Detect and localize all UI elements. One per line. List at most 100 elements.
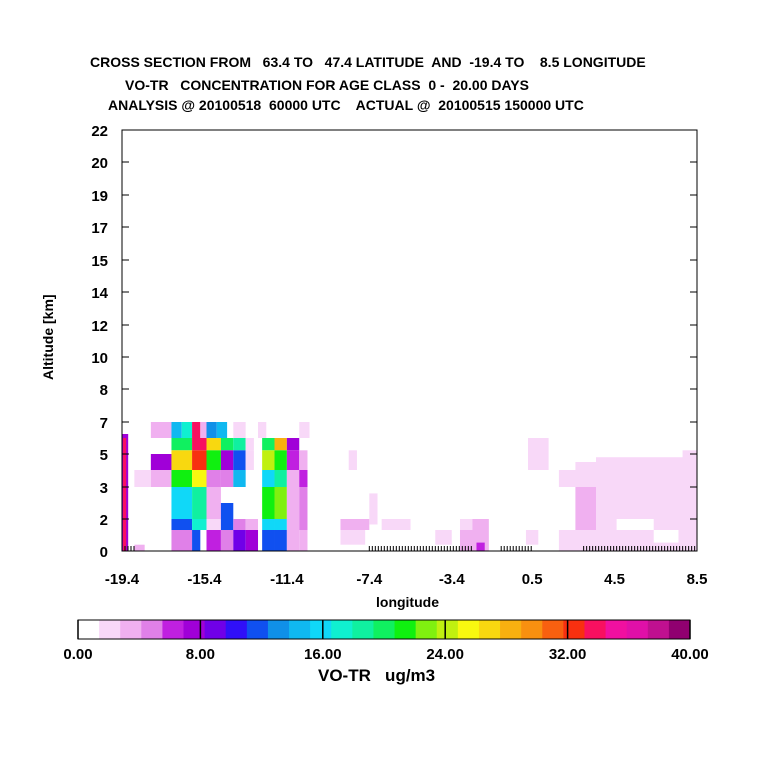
heatmap-cell [299, 450, 308, 470]
heatmap-cell [435, 530, 452, 545]
heatmap-cell [274, 470, 287, 487]
heatmap-cell [245, 450, 254, 470]
colorbar-swatch [500, 620, 522, 639]
heatmap-cell [123, 438, 127, 551]
colorbar-tick-label: 8.00 [186, 646, 215, 663]
heatmap-cell [150, 422, 172, 438]
x-tick-label: -19.4 [105, 571, 140, 588]
heatmap-cell [616, 519, 654, 530]
heatmap-cell [171, 519, 193, 530]
x-tick-label: -3.4 [439, 571, 466, 588]
x-tick-label: -7.4 [356, 571, 383, 588]
heatmap-cell [348, 450, 357, 470]
heatmap-cell [192, 530, 201, 551]
heatmap-cell [299, 530, 308, 551]
colorbar-swatch [647, 620, 670, 639]
colorbar-label: VO-TR ug/m3 [318, 666, 436, 685]
heatmap-cell [171, 422, 182, 438]
heatmap-cell [233, 530, 246, 551]
heatmap-cell [262, 438, 275, 451]
heatmap-cell [220, 503, 234, 530]
colorbar-swatch [289, 620, 311, 639]
heatmap-cell [286, 450, 300, 470]
heatmap-cell [192, 422, 201, 438]
colorbar-swatch [626, 620, 649, 639]
x-tick-label: 0.5 [522, 571, 543, 588]
heatmap-cell [262, 470, 275, 487]
heatmap-cell [200, 422, 207, 438]
heatmap-cell [476, 542, 485, 551]
plot-frame [121, 129, 698, 552]
title-line-3: ANALYSIS @ 20100518 60000 UTC ACTUAL @ 2… [108, 97, 584, 113]
colorbar-swatch [605, 620, 628, 639]
colorbar-swatch [78, 620, 100, 639]
heatmap-cell [192, 487, 207, 519]
colorbar-swatch [331, 620, 353, 639]
heatmap-cell [233, 450, 246, 470]
surface-hatch [500, 546, 532, 551]
heatmap-cell [653, 530, 679, 543]
colorbar-tick-label: 24.00 [426, 646, 464, 663]
heatmap-cell [206, 487, 221, 519]
heatmap-cell [274, 487, 287, 519]
title-line-1: CROSS SECTION FROM 63.4 TO 47.4 LATITUDE… [90, 54, 646, 70]
heatmap-cell [274, 438, 287, 451]
colorbar-swatch [99, 620, 121, 639]
heatmap-cell [528, 438, 549, 470]
surface-hatch [368, 546, 472, 551]
heatmap-cell [245, 530, 259, 551]
heatmap-cell [381, 519, 411, 530]
heatmap-cell [274, 519, 287, 530]
heatmap-cell [558, 470, 576, 487]
surface-hatch [583, 546, 696, 551]
heatmap-cell [206, 470, 221, 487]
heatmap-cell [216, 422, 228, 438]
heatmap-cell [206, 422, 217, 438]
colorbar-swatch [436, 620, 459, 639]
heatmap-cell [233, 470, 246, 487]
colorbar-tick-label: 16.00 [304, 646, 342, 663]
heatmap-cell [206, 438, 221, 451]
colorbar-swatch [162, 620, 185, 639]
heatmap-cell [150, 454, 172, 470]
heatmap-cell [262, 530, 275, 551]
heatmap-cell [233, 519, 246, 530]
y-tick-label: 8 [100, 382, 108, 399]
colorbar-swatch [141, 620, 163, 639]
colorbar-swatch [373, 620, 396, 639]
heatmap-cell [233, 438, 246, 451]
heatmap-cell [192, 438, 207, 451]
y-axis-label: Altitude [km] [40, 294, 56, 380]
heatmap-cell [206, 519, 221, 530]
heatmap-cell [150, 470, 172, 487]
y-tick-label: 3 [100, 480, 108, 497]
heatmap-cell [245, 438, 254, 451]
heatmap-cell [220, 470, 234, 487]
heatmap-cell [274, 450, 287, 470]
colorbar-swatch [668, 620, 691, 639]
colorbar-swatch [415, 620, 438, 639]
x-tick-label: -11.4 [270, 571, 304, 588]
colorbar-swatch [394, 620, 417, 639]
heatmap-cell [171, 530, 193, 551]
heatmap-cell [192, 470, 207, 487]
heatmap-cell [340, 519, 370, 530]
colorbar-swatch [225, 620, 248, 639]
colorbar-swatch [521, 620, 543, 639]
colorbar-tick-label: 40.00 [671, 646, 709, 663]
heatmap-cell [134, 470, 151, 487]
heatmap-cell [192, 450, 207, 470]
colorbar-swatch [584, 620, 607, 639]
colorbar-swatch [457, 620, 480, 639]
heatmap-cell [258, 422, 267, 438]
heatmap-cell [220, 530, 234, 551]
y-tick-label: 19 [91, 188, 108, 205]
y-tick-label: 5 [100, 447, 108, 464]
colorbar-tick-label: 32.00 [549, 646, 587, 663]
heatmap-cell [274, 530, 287, 551]
colorbar-swatch [352, 620, 374, 639]
heatmap-cell [171, 470, 193, 487]
y-tick-label: 14 [91, 285, 108, 302]
heatmap-cell [286, 470, 300, 519]
